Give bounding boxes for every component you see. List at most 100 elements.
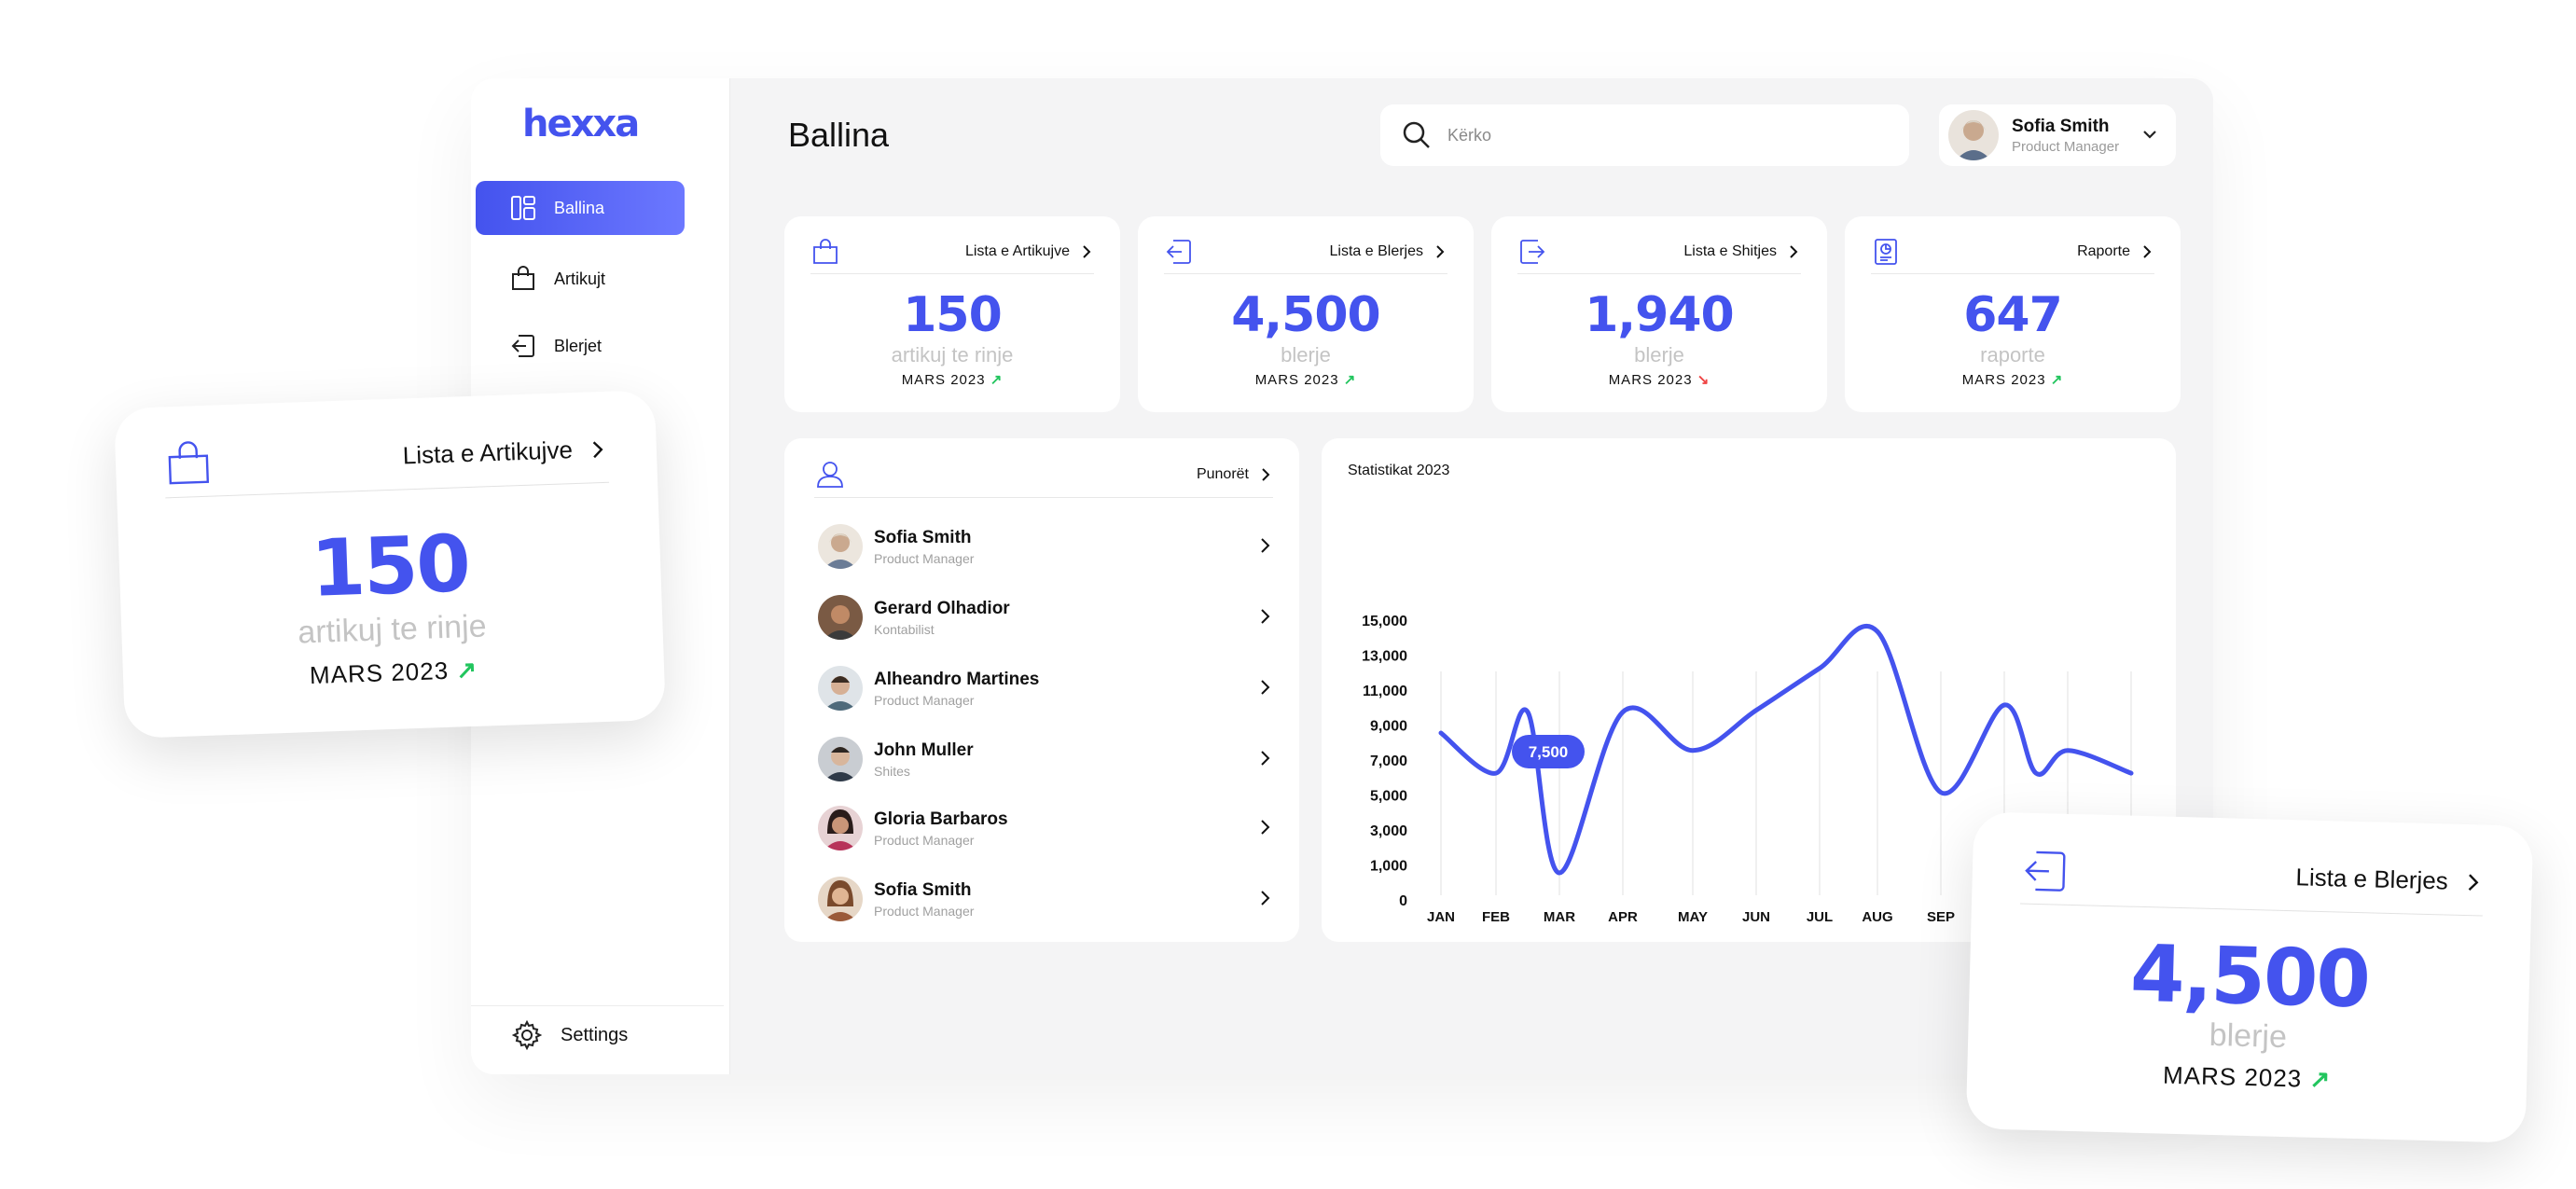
chart-title: Statistikat 2023 [1348,463,1450,478]
y-tick-label: 13,000 [1362,649,1407,665]
user-menu[interactable]: Sofia Smith Product Manager [1939,104,2176,166]
worker-row[interactable]: John Muller Shites [818,731,1273,787]
chevron-right-icon [1790,244,1798,258]
shopping-bag-icon [813,238,838,264]
floating-link-label: Lista e Artikujve [402,436,574,470]
worker-role: Product Manager [874,903,975,919]
tooltip-label: 7,500 [1529,743,1569,761]
stat-link-label: Raporte [2077,242,2130,259]
floating-card-articles: Lista e Artikujve 150 artikuj te rinje M… [113,389,667,740]
stat-value: 1,940 [1585,287,1734,343]
stat-value: 4,500 [1231,287,1380,343]
avatar [818,877,863,921]
stat-period: MARS 2023 ↗ [1845,371,2181,388]
trend-up-icon: ↗ [990,372,1004,388]
stat-period: MARS 2023 ↗ [1138,371,1474,388]
worker-name: Gloria Barbaros [874,809,1008,829]
search-box [1380,104,1909,166]
stat-unit: raporte [1980,343,2045,366]
worker-row[interactable]: Gloria Barbaros Product Manager [818,800,1273,856]
worker-row[interactable]: Gerard Olhadior Kontabilist [818,589,1273,645]
purchase-in-icon [1166,239,1191,264]
purchase-in-icon [2025,850,2066,892]
x-tick-label: APR [1608,909,1638,925]
search-input[interactable] [1447,125,1858,145]
tooltip-bg [1512,735,1585,768]
avatar [1948,110,1999,160]
chevron-right-icon [2143,244,2152,258]
worker-role: Product Manager [874,550,975,566]
stat-link-purchases[interactable]: Lista e Blerjes [1330,243,1448,260]
trend-down-icon: ↘ [1697,372,1710,388]
page-title: Ballina [788,116,890,154]
worker-name: Alheandro Martines [874,669,1040,689]
trend-up-icon: ↗ [1343,372,1357,388]
avatar [818,806,863,850]
y-tick-label: 11,000 [1363,684,1407,699]
purchase-in-icon [511,335,534,357]
chevron-right-icon [592,440,603,458]
dashboard-icon [511,196,535,220]
floating-link-articles[interactable]: Lista e Artikujve [402,435,608,471]
worker-row[interactable]: Sofia Smith Product Manager [818,871,1273,927]
stat-unit: artikuj te rinje [891,343,1014,366]
floating-link-label: Lista e Blerjes [2295,863,2449,895]
sidebar-item-label: Ballina [554,198,605,217]
shopping-bag-icon [512,266,534,290]
avatar [818,737,863,781]
chevron-right-icon [1261,891,1270,906]
chevron-right-icon [1261,538,1270,553]
worker-row[interactable]: Alheandro Martines Product Manager [818,660,1273,716]
search-icon [1403,121,1430,148]
sidebar-item-blerjet[interactable]: Blerjet [476,319,685,373]
chevron-right-icon [1436,244,1445,258]
floating-period-label: MARS 2023 [2162,1060,2303,1093]
x-tick-label: FEB [1482,909,1510,925]
chart-tooltip: 7,500 [1512,735,1585,768]
stat-card-reports: Raporte 647 raporte MARS 2023 ↗ [1845,216,2181,412]
chevron-right-icon [1261,751,1270,766]
stat-link-reports[interactable]: Raporte [2077,243,2154,260]
worker-name: Sofia Smith [874,527,972,547]
settings-label: Settings [561,1024,629,1045]
sidebar-item-label: Artikujt [554,269,606,288]
stat-card-purchases: Lista e Blerjes 4,500 blerje MARS 2023 ↗ [1138,216,1474,412]
avatar [818,666,863,711]
sidebar-item-artikujt[interactable]: Artikujt [476,252,685,306]
avatar [818,595,863,640]
stat-period-label: MARS 2023 [1608,372,1693,388]
chevron-right-icon [1083,244,1091,258]
gear-icon [512,1020,542,1050]
floating-period-label: MARS 2023 [309,656,450,690]
sidebar-divider [471,1005,724,1006]
y-tick-label: 7,000 [1370,753,1407,769]
trend-up-icon: ↗ [2309,1064,2332,1094]
y-tick-label: 9,000 [1370,719,1407,735]
chevron-right-icon [1261,609,1270,624]
workers-link[interactable]: Punorët [1197,466,1273,483]
stat-link-sales[interactable]: Lista e Shitjes [1683,243,1801,260]
stat-value: 647 [1963,287,2063,343]
stat-card-articles: Lista e Artikujve 150 artikuj te rinje M… [784,216,1120,412]
workers-link-label: Punorët [1196,465,1249,482]
settings-button[interactable]: Settings [512,1020,628,1050]
floating-link-purchases[interactable]: Lista e Blerjes [2295,863,2484,896]
worker-row[interactable]: Sofia Smith Product Manager [818,518,1273,574]
stat-link-articles[interactable]: Lista e Artikujve [965,243,1094,260]
shopping-bag-icon [168,440,210,484]
y-tick-label: 15,000 [1362,614,1407,629]
stat-link-label: Lista e Artikujve [964,242,1070,259]
app-window: hexxa Ballina Artikujt Blerjet nka Setti… [471,78,2213,1074]
chevron-right-icon [1261,680,1270,695]
floating-period: MARS 2023 ↗ [1967,1056,2528,1099]
stat-period: MARS 2023 ↗ [784,371,1120,388]
trend-up-icon: ↗ [2050,372,2064,388]
sidebar-item-ballina[interactable]: Ballina [476,181,685,235]
x-tick-label: MAY [1678,909,1708,925]
y-tick-label: 0 [1399,893,1407,909]
stat-value: 150 [903,287,1003,343]
floating-card-purchases: Lista e Blerjes 4,500 blerje MARS 2023 ↗ [1965,811,2534,1143]
stat-period: MARS 2023 ↘ [1491,371,1827,388]
chevron-right-icon [2468,873,2479,891]
